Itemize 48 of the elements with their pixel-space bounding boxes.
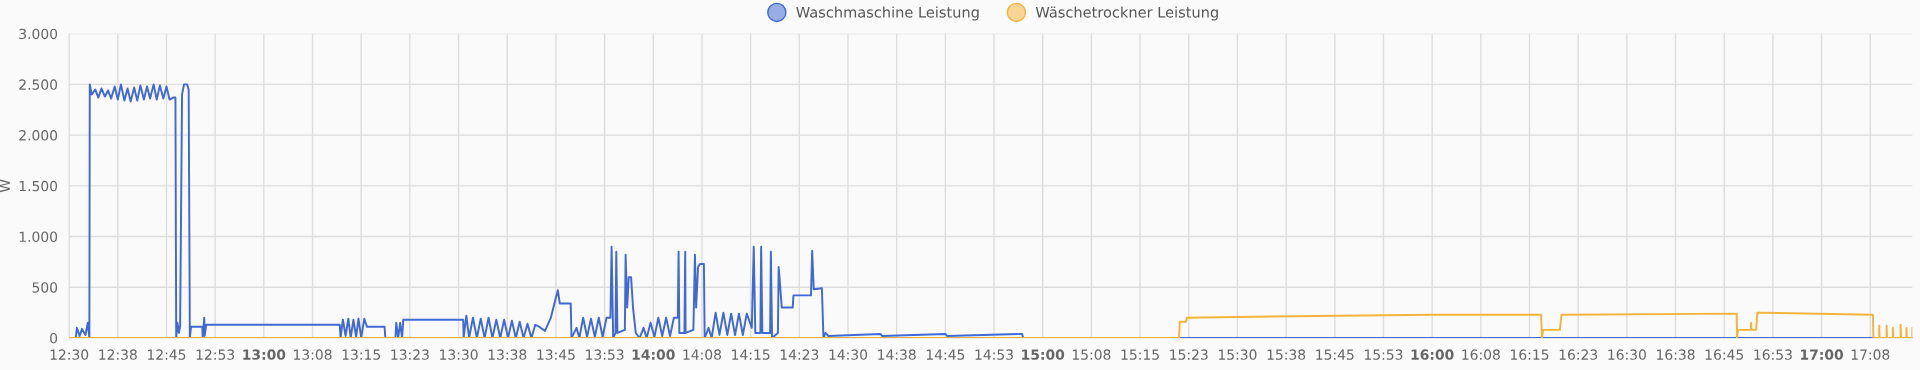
x-tick-label: 13:38 (488, 349, 527, 360)
y-tick-label: 3.000 (19, 28, 58, 40)
legend-label: Wäschetrockner Leistung (1035, 6, 1218, 21)
y-axis-title: W (0, 179, 10, 193)
x-tick-label: 15:23 (1170, 349, 1208, 360)
x-tick-label: 16:23 (1559, 349, 1598, 360)
x-tick-label: 13:30 (440, 349, 478, 360)
y-tick-label: 2.500 (19, 79, 58, 90)
x-tick-label: 12:53 (196, 349, 235, 360)
x-tick-label: 16:15 (1511, 349, 1549, 360)
x-tick-label: 12:30 (50, 349, 89, 360)
x-tick-label: 14:23 (780, 349, 819, 360)
x-tick-label: 13:53 (586, 349, 624, 360)
x-tick-label: 13:15 (342, 349, 380, 360)
x-tick-label: 14:15 (732, 349, 770, 360)
x-tick-label: 15:00 (1022, 349, 1065, 360)
x-tick-label: 14:08 (683, 349, 722, 360)
legend-label: Waschmaschine Leistung (796, 6, 979, 21)
y-tick-label: 1.500 (19, 180, 58, 192)
x-tick-label: 16:00 (1411, 349, 1454, 360)
x-tick-label: 15:08 (1072, 349, 1111, 360)
x-tick-label: 16:38 (1657, 349, 1695, 360)
x-tick-label: 15:15 (1121, 349, 1159, 360)
y-tick-label: 2.000 (19, 130, 58, 141)
x-tick-label: 15:45 (1316, 349, 1354, 360)
x-tick-label: 14:45 (926, 349, 965, 360)
x-tick-label: 17:00 (1801, 349, 1844, 360)
x-tick-label: 12:45 (147, 349, 186, 360)
y-tick-label: 500 (32, 282, 58, 293)
x-tick-label: 15:30 (1218, 349, 1257, 360)
y-tick-label: 1.000 (19, 231, 58, 243)
x-tick-label: 15:38 (1267, 349, 1306, 360)
x-tick-label: 16:30 (1608, 349, 1646, 360)
x-tick-label: 16:08 (1462, 349, 1500, 360)
x-tick-label: 16:53 (1754, 349, 1792, 360)
x-tick-label: 14:53 (975, 349, 1013, 360)
x-tick-label: 17:08 (1851, 349, 1890, 360)
x-tick-label: 13:23 (391, 349, 429, 360)
y-tick-label: 0 (50, 332, 58, 344)
x-tick-label: 15:53 (1364, 349, 1403, 360)
x-tick-label: 12:38 (99, 349, 137, 360)
x-tick-label: 16:45 (1705, 349, 1744, 360)
x-tick-label: 14:38 (878, 349, 916, 360)
x-tick-label: 13:45 (537, 349, 575, 360)
x-tick-label: 13:00 (243, 349, 286, 360)
x-tick-label: 13:08 (294, 349, 332, 360)
x-tick-label: 14:00 (632, 349, 675, 360)
x-tick-label: 14:30 (829, 349, 868, 360)
